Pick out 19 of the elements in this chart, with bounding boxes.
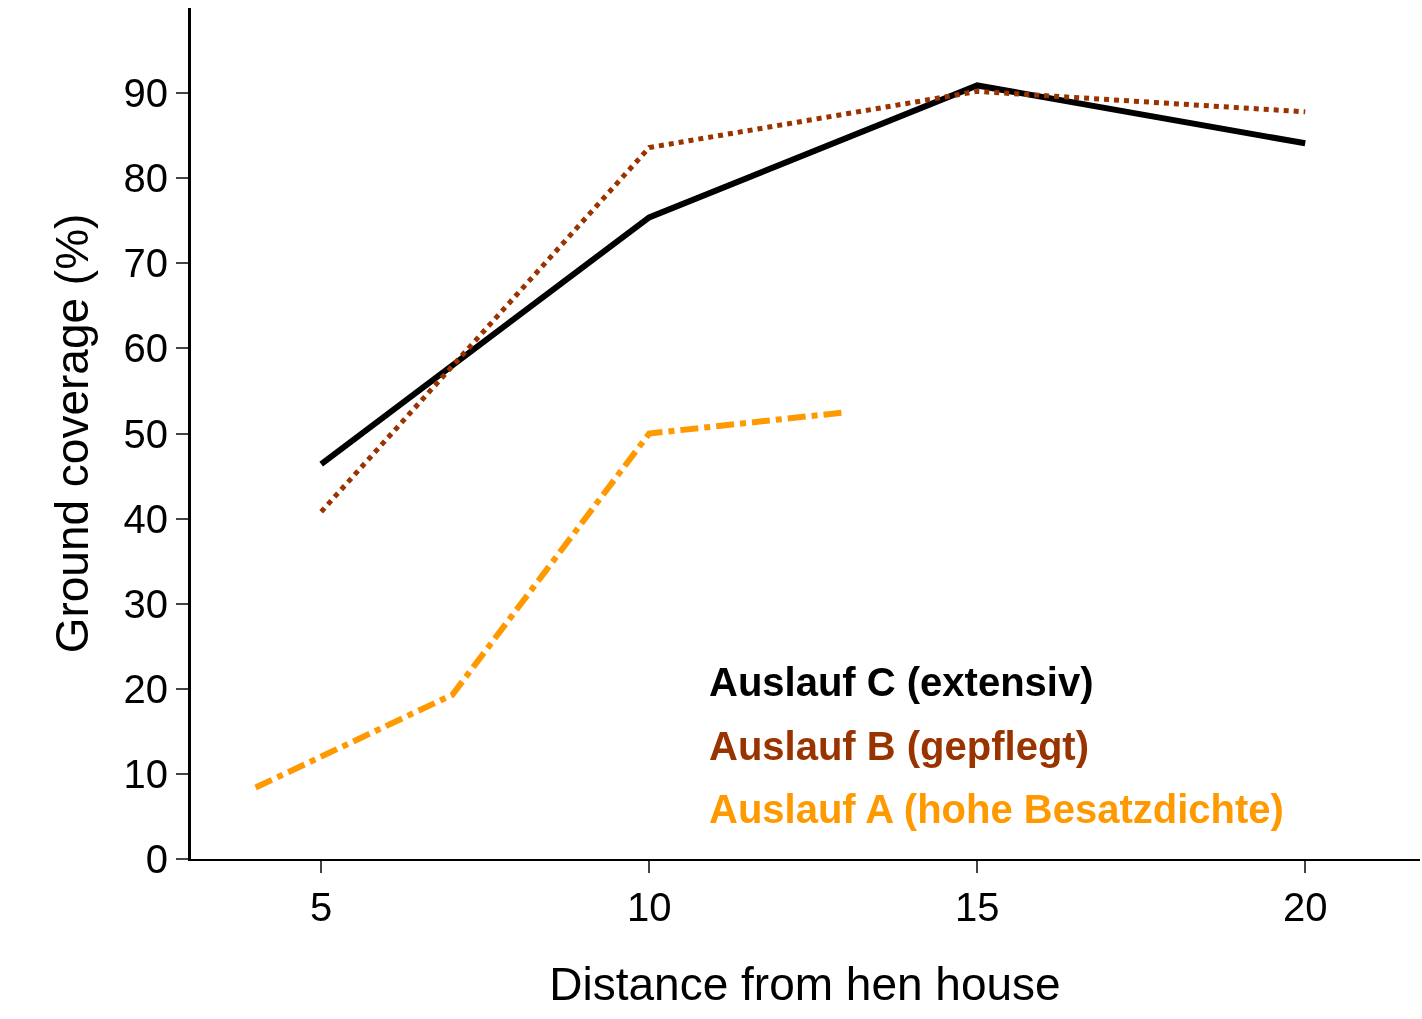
y-tick-label: 40: [123, 496, 168, 541]
y-tick-label: 0: [145, 837, 168, 881]
y-tick-label: 80: [123, 156, 168, 201]
y-tick-label: 10: [123, 751, 168, 796]
y-axis-title: Ground coverage (%): [46, 213, 99, 654]
text: Auslauf B (gepflegt): [709, 724, 1089, 768]
text: Auslauf C (extensiv): [709, 660, 1094, 704]
y-tick-label: 70: [123, 241, 168, 286]
x-tick-label: 10: [626, 885, 672, 929]
y-tick-label: 50: [123, 411, 168, 456]
x-tick-label: 15: [954, 885, 1000, 929]
y-tick-label: 30: [123, 581, 168, 626]
x-tick-label: 5: [310, 885, 333, 929]
y-tick-label: 20: [123, 666, 168, 711]
text: Auslauf A (hohe Besatzdichte): [709, 787, 1284, 831]
y-tick-label: 90: [123, 71, 168, 116]
y-tick-label: 60: [123, 326, 168, 371]
x-axis-title: Distance from hen house: [549, 958, 1061, 1011]
x-tick-label: 20: [1282, 885, 1328, 929]
